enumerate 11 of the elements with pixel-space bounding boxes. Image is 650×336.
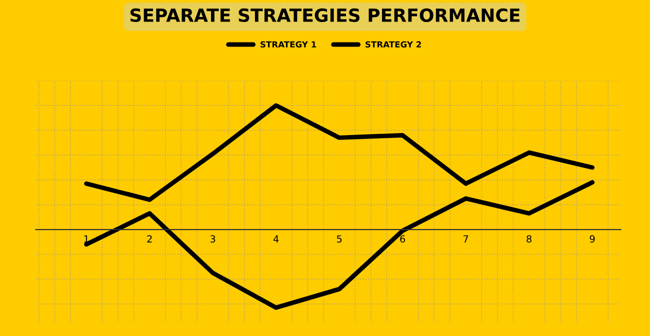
x-tick-label: 9	[590, 235, 595, 243]
x-tick-label: 6	[400, 235, 406, 243]
x-tick-label: 8	[526, 235, 532, 243]
x-tick-label: 2	[147, 235, 152, 242]
legend-label: STRATEGY 2	[366, 41, 421, 48]
x-tick-label: 7	[464, 235, 468, 242]
chart-title: SEPARATE STRATEGIES PERFORMANCE	[130, 8, 520, 22]
legend-label: STRATEGY 1	[260, 41, 316, 48]
x-tick-label: 4	[273, 235, 279, 242]
x-tick-label: 5	[336, 235, 342, 243]
x-tick-label: 3	[210, 235, 216, 243]
